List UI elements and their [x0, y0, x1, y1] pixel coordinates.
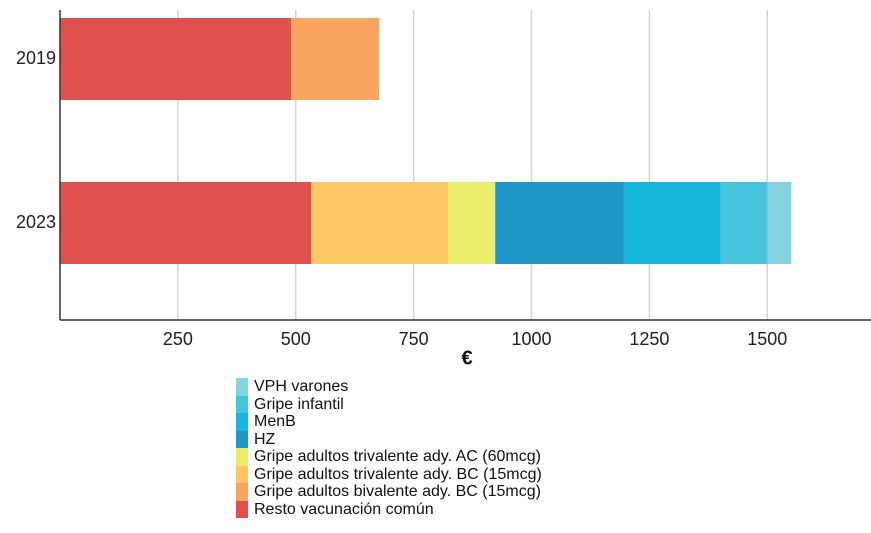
bar-segment [60, 182, 312, 264]
legend-swatch [236, 413, 248, 431]
legend-swatch [236, 395, 248, 413]
x-tick-label: 1000 [511, 329, 551, 349]
legend-swatch [236, 465, 248, 483]
legend-item: Gripe adultos bivalente ady. BC (15mcg) [236, 483, 636, 501]
stacked-bar-chart: 250 500 750 1000 1250 1500 2019 2023 € [16, 10, 871, 369]
legend-item: Gripe adultos trivalente ady. BC (15mcg) [236, 465, 636, 483]
legend-label: Gripe adultos trivalente ady. AC (60mcg) [254, 448, 541, 465]
x-tick-label: 750 [399, 329, 429, 349]
axes [59, 10, 871, 321]
category-label: 2019 [16, 48, 56, 68]
bar-segment [60, 18, 292, 100]
legend-swatch [236, 378, 248, 396]
legend-item: HZ [236, 430, 636, 448]
legend-item: VPH varones [236, 378, 636, 396]
bar-segment [291, 18, 380, 100]
bars [60, 18, 792, 264]
x-tick-label: 1250 [629, 329, 669, 349]
x-tick-label: 500 [281, 329, 311, 349]
category-label: 2023 [16, 212, 56, 232]
legend-item: Gripe adultos trivalente ady. AC (60mcg) [236, 448, 636, 466]
bar-segment [720, 182, 768, 264]
legend-label: Gripe adultos bivalente ady. BC (15mcg) [254, 483, 541, 500]
legend-swatch [236, 500, 248, 518]
legend-item: Resto vacunación común [236, 500, 636, 518]
x-tick-label: 1500 [747, 329, 787, 349]
legend-label: Gripe infantil [254, 395, 344, 413]
x-tick-labels: 250 500 750 1000 1250 1500 [163, 329, 787, 349]
x-tick-label: 250 [163, 329, 193, 349]
bar-segment [311, 182, 449, 264]
legend-label: MenB [254, 413, 296, 430]
legend-label: Gripe adultos trivalente ady. BC (15mcg) [254, 465, 542, 483]
bar-segment [495, 182, 624, 264]
legend-item: Gripe infantil [236, 395, 636, 413]
category-labels: 2019 2023 [16, 48, 56, 232]
legend-swatch [236, 430, 248, 448]
legend-swatch [236, 483, 248, 501]
bar-segment [448, 182, 496, 264]
legend-label: VPH varones [254, 378, 349, 395]
legend: VPH varones Gripe infantil MenB HZ Gripe adu… [236, 378, 636, 518]
bar-segment [623, 182, 721, 264]
legend-swatch [236, 448, 248, 466]
bar-segment [767, 182, 792, 264]
legend-label: HZ [254, 430, 276, 448]
legend-label: Resto vacunación común [254, 500, 434, 518]
x-axis-title: € [461, 347, 472, 369]
legend-item: MenB [236, 413, 636, 431]
